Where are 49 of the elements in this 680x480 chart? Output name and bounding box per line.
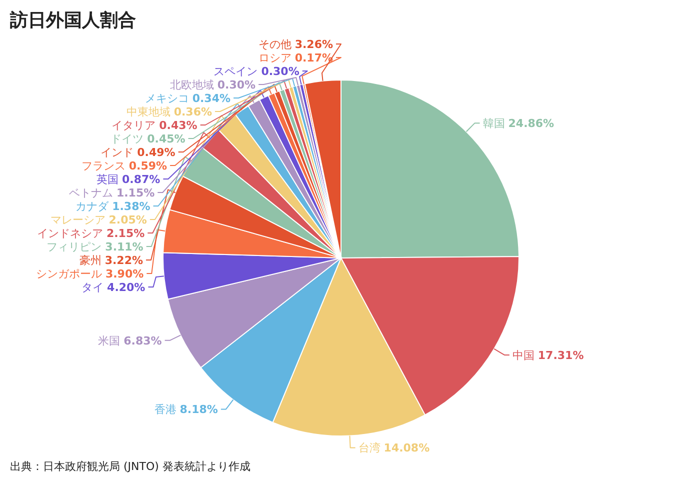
data-label: 0.45% [147, 132, 186, 146]
slice-label: マレーシア [50, 213, 106, 226]
slice-label: カナダ [76, 200, 110, 213]
data-label: 0.30% [261, 64, 300, 78]
slice-label: 中国 [512, 348, 534, 362]
chart-title: 訪日外国人割合 [9, 10, 136, 31]
slice-label: 台湾 [358, 442, 380, 455]
data-label: 8.18% [180, 403, 218, 416]
slice-label: 韓国 [482, 116, 505, 130]
data-label: 3.90% [105, 267, 144, 280]
slice-label: シンガポール [36, 267, 102, 280]
data-label: 3.11% [105, 240, 144, 254]
source-note: 出典：日本政府観光局 (JNTO) 発表統計より作成 [10, 460, 250, 473]
slice-label: ロシア [258, 51, 292, 64]
data-label: 6.83% [124, 334, 162, 348]
slice-label: タイ [82, 280, 104, 294]
data-label: 0.34% [192, 92, 231, 105]
data-label: 14.08% [384, 442, 430, 455]
slice-label: インド [100, 146, 134, 159]
slice-label: 北欧地域 [170, 78, 214, 92]
slice-label: スペイン [214, 64, 258, 78]
data-label: 3.26% [294, 38, 333, 51]
slice-label: イタリア [112, 118, 156, 132]
slice-label: 米国 [98, 334, 120, 348]
data-label: 3.22% [104, 254, 144, 267]
slice-label: 英国 [96, 172, 119, 186]
data-label: 1.15% [116, 186, 155, 200]
data-label: 0.87% [122, 172, 160, 186]
data-label: 1.38% [112, 200, 150, 213]
data-label: 0.43% [159, 118, 198, 132]
data-label: 17.31% [538, 348, 584, 362]
data-label: 0.30% [217, 78, 256, 92]
slice-label: ベトナム [68, 186, 113, 200]
slice-label: メキシコ [144, 92, 189, 105]
slice-label: ドイツ [110, 132, 144, 146]
data-label: 0.36% [174, 105, 212, 118]
slice-label: 香港 [154, 403, 176, 416]
slice-label: インドネシア [36, 226, 103, 240]
slice-label: 中東地域 [126, 105, 170, 118]
data-label: 2.15% [106, 226, 145, 240]
slice-label: その他 [258, 38, 292, 51]
data-label: 4.20% [107, 280, 146, 294]
slice-label: 豪州 [79, 254, 102, 267]
data-label: 24.86% [508, 116, 554, 130]
slice-label: フランス [81, 159, 126, 172]
slice-label: フィリピン [46, 240, 102, 254]
data-label: 2.05% [108, 213, 147, 226]
data-label: 0.59% [128, 159, 168, 172]
data-label: 0.49% [137, 146, 176, 159]
